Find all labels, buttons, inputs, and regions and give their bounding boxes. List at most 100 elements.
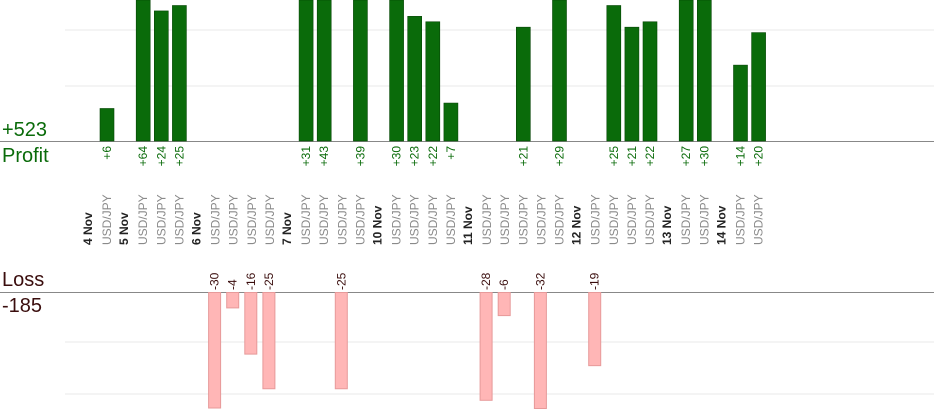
profit-label: Profit [2,145,49,167]
profit-value-label: +20 [752,146,766,167]
pair-label: USD/JPY [444,194,458,245]
profit-bar [316,0,332,142]
loss-value-label: -19 [588,272,602,290]
pair-label: USD/JPY [643,194,657,245]
profit-value-label: +22 [426,146,440,167]
loss-bar [262,292,276,390]
loss-value-label: -6 [497,279,511,290]
profit-bar [678,0,694,142]
pair-label: USD/JPY [100,194,114,245]
pair-label: USD/JPY [697,194,711,245]
pair-label: USD/JPY [227,194,241,245]
loss-total: -185 [2,295,43,317]
profit-bar [389,0,404,142]
profit-bar [696,0,712,142]
pair-label: USD/JPY [390,194,404,245]
loss-bar [226,292,240,309]
loss-label: Loss [2,269,45,291]
profit-bar [154,10,169,142]
pair-label: USD/JPY [408,194,422,245]
pair-label: USD/JPY [299,194,313,245]
profit-value-label: +27 [679,146,693,167]
profit-value-label: +64 [136,146,150,167]
pair-label: USD/JPY [136,194,150,245]
profit-bar [606,5,622,142]
loss-bar [479,292,493,401]
profit-bar [99,108,115,142]
date-label: 6 Nov [190,212,204,245]
profit-value-label: +23 [408,146,422,167]
pair-label: USD/JPY [553,194,567,245]
pair-label: USD/JPY [353,194,367,245]
profit-value-label: +7 [444,146,458,160]
pair-label: USD/JPY [607,194,621,245]
date-label: 7 Nov [280,212,294,245]
date-label: 12 Nov [570,205,584,245]
loss-bar [208,292,222,409]
pair-label: USD/JPY [498,194,512,245]
loss-value-label: -30 [208,272,222,290]
profit-bar [172,5,187,142]
pair-label: USD/JPY [154,194,168,245]
profit-value-label: +21 [625,146,639,167]
profit-value-label: +6 [100,146,114,160]
date-label: 11 Nov [461,206,475,245]
pair-label: USD/JPY [172,194,186,245]
pair-label: USD/JPY [679,194,693,245]
profit-value-label: +25 [607,146,621,167]
loss-value-label: -28 [479,272,493,290]
profit-value-label: +29 [553,146,567,167]
pair-label: USD/JPY [317,194,331,245]
loss-bar [533,292,547,409]
profit-value-label: +25 [172,146,186,167]
loss-value-label: -25 [262,272,276,290]
profit-value-label: +21 [516,146,530,167]
profit-value-label: +24 [154,146,168,167]
profit-total: +523 [2,119,48,141]
loss-value-label: -4 [226,279,240,290]
pair-label: USD/JPY [263,194,277,245]
profit-bar [642,21,658,142]
pair-label: USD/JPY [534,194,548,245]
pair-label: USD/JPY [589,194,603,245]
pair-label: USD/JPY [516,194,530,245]
loss-value-label: -25 [334,272,348,290]
profit-value-label: +30 [390,146,404,167]
profit-bar [515,26,531,142]
date-label: 14 Nov [715,205,729,245]
pair-label: USD/JPY [426,194,440,245]
profit-bar [624,26,640,142]
loss-bar [244,292,258,355]
pair-label: USD/JPY [245,194,259,245]
loss-value-label: -16 [244,272,258,290]
pair-label: USD/JPY [480,194,494,245]
profit-value-label: +30 [697,146,711,167]
profit-value-label: +39 [353,146,367,167]
profit-bar [751,32,766,142]
profit-bar [552,0,567,142]
date-label: 10 Nov [371,205,385,245]
pair-label: USD/JPY [734,194,748,245]
profit-bar [425,21,441,142]
profit-bar [298,0,314,142]
pair-label: USD/JPY [752,194,766,245]
pair-label: USD/JPY [625,194,639,245]
profit-value-label: +14 [734,146,748,167]
loss-bar [497,292,511,317]
pair-label: USD/JPY [209,194,223,245]
date-label: 5 Nov [117,212,131,245]
date-label: 13 Nov [660,205,674,245]
profit-bar [407,16,423,142]
profit-bar [443,102,459,142]
loss-bar [334,292,348,390]
profit-value-label: +43 [317,146,331,167]
profit-value-label: +31 [299,146,313,167]
pair-label: USD/JPY [335,194,349,245]
profit-bar [135,0,151,142]
date-label: 4 Nov [81,212,95,245]
loss-bar [588,292,602,367]
profit-bar [353,0,368,142]
profit-value-label: +22 [643,146,657,167]
